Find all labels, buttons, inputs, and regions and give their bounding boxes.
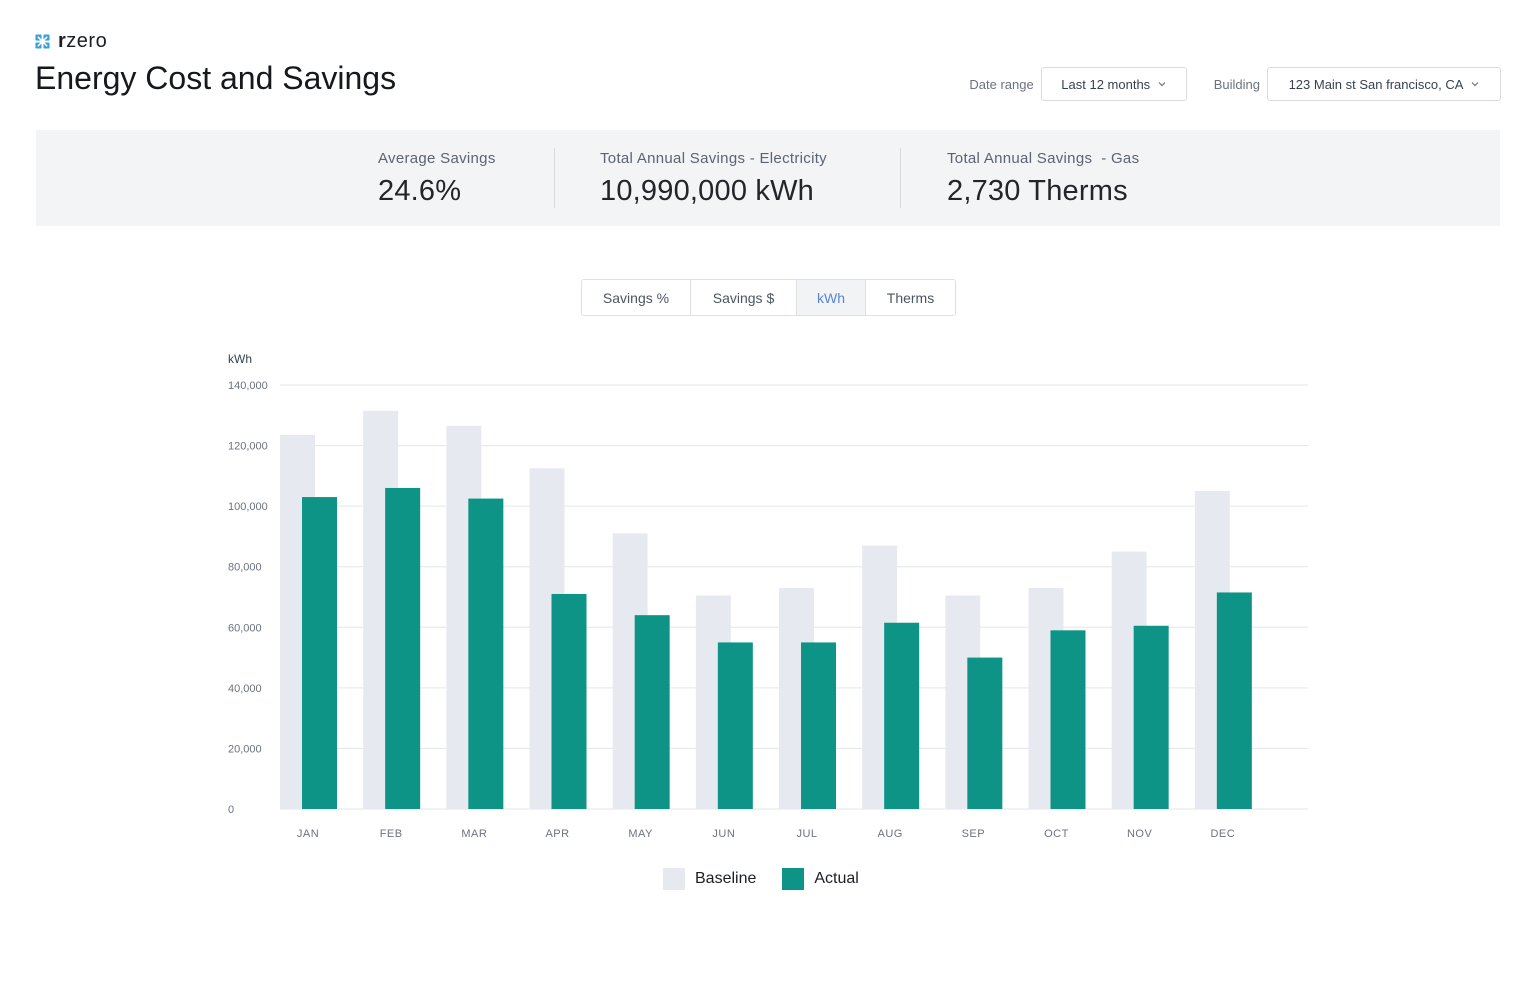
bar-actual-feb[interactable] <box>385 487 421 809</box>
building-label: Building <box>1213 76 1260 92</box>
bar-actual-dec[interactable] <box>1216 592 1252 809</box>
chart-legend: Baseline Actual <box>663 868 859 890</box>
date-range-value: Last 12 months <box>1061 76 1151 92</box>
y-tick-label: 80,000 <box>228 562 262 574</box>
kwh-bar-chart: kWh 0 20,000 40,000 60,000 80,000 100,000 120,… <box>228 352 1308 840</box>
legend-item-actual[interactable]: Actual <box>782 868 859 890</box>
x-tick-label: JUN <box>712 828 735 840</box>
stat-electricity-savings: Total Annual Savings - Electricity 10,99… <box>600 150 827 208</box>
stat-average-savings: Average Savings 24.6% <box>378 150 496 208</box>
stat-value: 24.6% <box>378 175 462 207</box>
tab-savings-percent[interactable]: Savings % <box>582 280 691 315</box>
x-tick-label: MAY <box>628 828 653 840</box>
stat-label: Total Annual Savings - Electricity <box>600 150 827 167</box>
legend-item-baseline[interactable]: Baseline <box>663 868 756 890</box>
y-tick-label: 100,000 <box>228 501 268 513</box>
stat-label: Average Savings <box>378 150 496 167</box>
x-tick-label: MAR <box>461 828 487 840</box>
x-tick-label: AUG <box>877 828 902 840</box>
x-tick-label: NOV <box>1127 828 1153 840</box>
legend-swatch-actual <box>782 868 805 890</box>
y-axis-ticks: 0 20,000 40,000 60,000 80,000 100,000 120,000 1… <box>228 380 268 816</box>
y-tick-label: 0 <box>228 804 234 816</box>
bar-actual-aug[interactable] <box>884 622 920 809</box>
bar-actual-jul[interactable] <box>801 642 836 809</box>
stat-gas-savings: Total Annual Savings - Gas 2,730 Therms <box>947 150 1139 208</box>
building-value: 123 Main st San francisco, CA <box>1288 76 1464 92</box>
x-tick-label: FEB <box>380 828 403 840</box>
date-range-label: Date range <box>969 76 1034 92</box>
bar-actual-apr[interactable] <box>551 593 587 809</box>
brand-name: rzero <box>58 30 108 52</box>
stats-panel: Average Savings 24.6% Total Annual Savin… <box>36 130 1500 226</box>
x-tick-label: JAN <box>297 828 319 840</box>
tab-kwh[interactable]: kWh <box>797 280 866 315</box>
stat-value: 10,990,000 kWh <box>600 175 814 207</box>
y-tick-label: 40,000 <box>228 683 262 695</box>
x-axis-ticks: JAN FEB MAR APR MAY JUN JUL AUG SEP OCT NOV DEC <box>297 828 1235 840</box>
stat-label: Total Annual Savings - Gas <box>947 150 1140 167</box>
date-range-select[interactable]: Last 12 months <box>1040 67 1187 101</box>
page-title: Energy Cost and Savings <box>35 60 397 96</box>
bar-actual-mar[interactable] <box>468 498 504 809</box>
bar-actual-nov[interactable] <box>1133 625 1169 809</box>
stat-divider <box>554 148 555 208</box>
stat-value: 2,730 Therms <box>947 175 1128 207</box>
bars <box>280 410 1252 809</box>
legend-label-actual: Actual <box>814 870 859 887</box>
y-tick-label: 140,000 <box>228 380 268 392</box>
snowflake-icon <box>35 34 50 49</box>
x-tick-label: JUL <box>796 828 817 840</box>
chevron-down-icon <box>1158 82 1166 87</box>
filters-bar: Date range Last 12 months Building 123 M… <box>969 67 1501 101</box>
x-tick-label: SEP <box>962 828 986 840</box>
x-tick-label: DEC <box>1210 828 1235 840</box>
tab-savings-dollars[interactable]: Savings $ <box>691 280 797 315</box>
tab-therms[interactable]: Therms <box>886 289 935 306</box>
bar-actual-may[interactable] <box>634 615 670 809</box>
brand-logo[interactable]: rzero <box>35 30 107 53</box>
chevron-down-icon <box>1471 82 1479 87</box>
y-tick-label: 60,000 <box>228 622 262 634</box>
bar-actual-oct[interactable] <box>1050 630 1086 809</box>
building-select[interactable]: 123 Main st San francisco, CA <box>1267 67 1501 101</box>
bar-actual-sep[interactable] <box>967 657 1003 809</box>
legend-swatch-baseline <box>663 868 685 890</box>
bar-actual-jan[interactable] <box>302 497 337 809</box>
metric-tabs: Savings % Savings $ kWh Therms <box>581 279 956 316</box>
legend-label-baseline: Baseline <box>695 870 757 887</box>
bar-actual-jun[interactable] <box>717 642 753 809</box>
stat-divider <box>900 148 901 208</box>
y-axis-label: kWh <box>228 352 252 366</box>
y-tick-label: 120,000 <box>228 441 268 453</box>
x-tick-label: APR <box>545 828 569 840</box>
y-tick-label: 20,000 <box>228 743 262 755</box>
x-tick-label: OCT <box>1044 828 1069 840</box>
